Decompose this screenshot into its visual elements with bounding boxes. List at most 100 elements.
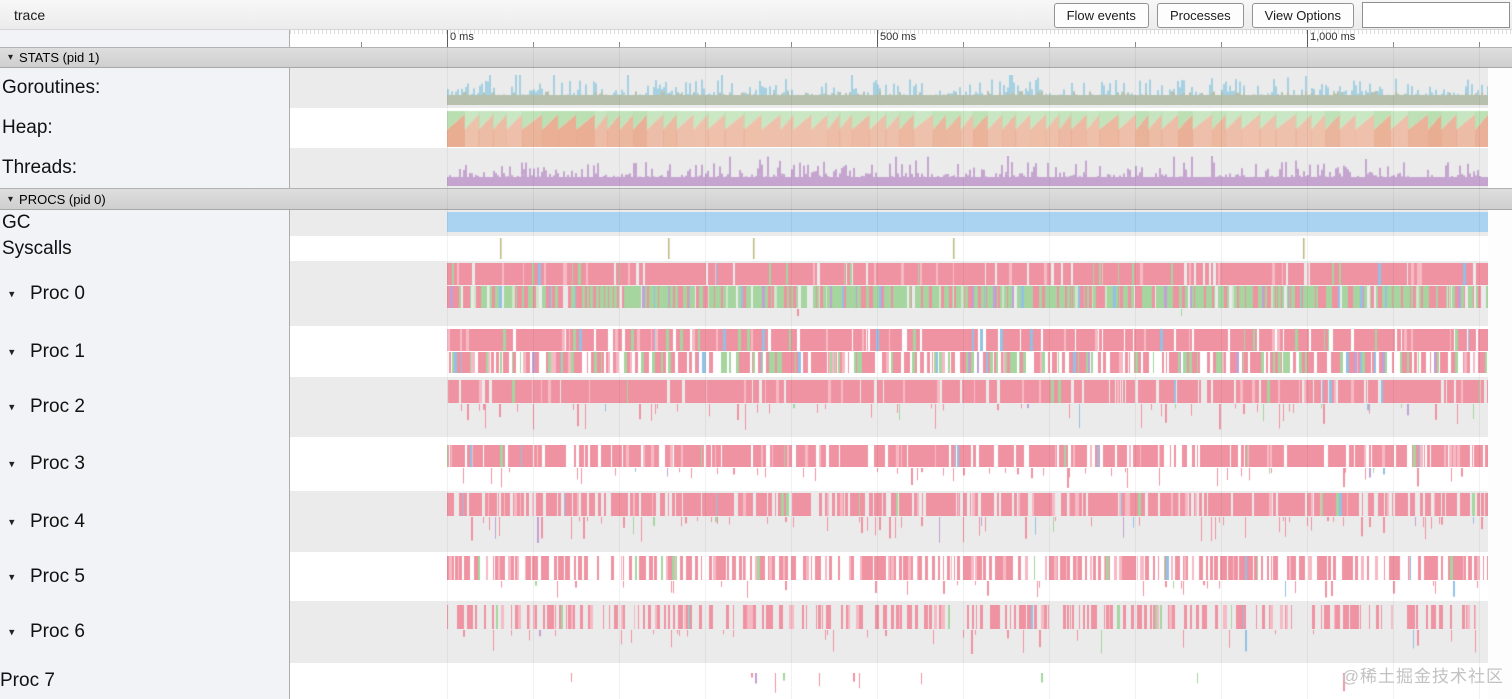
track-canvas-proc-4[interactable] <box>447 517 1488 543</box>
track-label-proc-5: Proc 5 <box>30 565 85 587</box>
track-canvas-proc-2[interactable] <box>447 380 1488 403</box>
track-label-threads: Threads: <box>2 157 77 178</box>
ruler-minor-tick <box>1135 42 1136 47</box>
track-label-panel: ▾ Proc 1 <box>0 326 290 377</box>
right-gutter <box>1488 491 1512 552</box>
right-gutter <box>1488 663 1512 699</box>
track-canvas-proc-1[interactable] <box>447 352 1488 373</box>
track-rows-container: ▾ STATS (pid 1) Goroutines: Heap: Threads: ▾ P… <box>0 47 1512 699</box>
ruler-minor-tick <box>619 42 620 47</box>
right-gutter <box>1488 210 1512 236</box>
track-label-panel: Proc 7 <box>0 663 290 699</box>
track-label-proc-4: Proc 4 <box>30 510 85 532</box>
track-label-panel: Goroutines: <box>0 68 290 108</box>
track-label-panel: ▾ Proc 0 <box>0 261 290 326</box>
flow-events-button[interactable]: Flow events <box>1053 2 1149 28</box>
ruler-minor-tick <box>705 42 706 47</box>
collapse-arrow-icon[interactable]: ▾ <box>9 288 15 300</box>
collapse-arrow-icon[interactable]: ▾ <box>9 458 15 471</box>
ruler-minor-tick <box>1479 42 1480 47</box>
right-gutter <box>1488 437 1512 491</box>
ruler-minor-tick <box>1049 42 1050 47</box>
track-label-proc-0: Proc 0 <box>30 282 85 304</box>
ruler-major-tick <box>877 30 878 47</box>
track-label-panel: ▾ Proc 5 <box>0 552 290 601</box>
track-row-threads: Threads: <box>0 148 1512 188</box>
track-row-proc-6: ▾ Proc 6 <box>0 601 1512 663</box>
track-canvas-proc-3[interactable] <box>447 468 1488 488</box>
track-canvas-heap[interactable] <box>447 110 1488 147</box>
track-canvas-proc-7[interactable] <box>447 673 1488 697</box>
track-label-proc-2: Proc 2 <box>30 396 85 417</box>
track-row-proc-1: ▾ Proc 1 <box>0 326 1512 377</box>
right-gutter <box>1488 68 1512 108</box>
collapse-arrow-icon[interactable]: ▾ <box>9 571 15 583</box>
ruler-microticks <box>290 30 1512 34</box>
track-canvas-proc-6[interactable] <box>447 630 1488 654</box>
collapse-arrow-icon[interactable]: ▾ <box>8 193 14 205</box>
track-label-proc-1: Proc 1 <box>30 340 85 362</box>
track-label-proc-7: Proc 7 <box>0 670 55 691</box>
track-label-proc-6: Proc 6 <box>30 621 85 642</box>
page-title: trace <box>14 6 46 23</box>
track-canvas-proc-5[interactable] <box>447 556 1488 580</box>
track-row-proc-7: Proc 7 <box>0 663 1512 699</box>
track-label-panel: ▾ Proc 3 <box>0 437 290 491</box>
right-gutter <box>1488 148 1512 188</box>
track-row-syscalls: Syscalls <box>0 236 1512 261</box>
track-label-panel: Syscalls <box>0 236 290 261</box>
track-label-syscalls: Syscalls <box>2 237 72 259</box>
track-row-gc: GC <box>0 210 1512 236</box>
track-label-panel: ▾ Proc 6 <box>0 601 290 663</box>
right-gutter <box>1488 108 1512 148</box>
ruler-minor-tick <box>1221 42 1222 47</box>
ruler-minor-tick <box>963 42 964 47</box>
track-canvas-proc-6[interactable] <box>447 605 1488 629</box>
section-header-procs-header[interactable]: ▾ PROCS (pid 0) <box>0 188 1512 210</box>
ruler-minor-tick <box>361 42 362 47</box>
track-canvas-proc-3[interactable] <box>447 445 1488 467</box>
ruler-minor-tick <box>1393 42 1394 47</box>
view-options-button[interactable]: View Options <box>1251 2 1354 28</box>
track-label-panel: Threads: <box>0 148 290 188</box>
track-label-heap: Heap: <box>2 117 53 138</box>
track-canvas-proc-4[interactable] <box>447 493 1488 516</box>
track-canvas-goroutines[interactable] <box>447 75 1488 105</box>
ruler-minor-tick <box>791 42 792 47</box>
track-canvas-proc-5[interactable] <box>447 581 1488 598</box>
right-gutter <box>1488 326 1512 377</box>
track-canvas-gc[interactable] <box>447 212 1488 232</box>
track-canvas-syscalls[interactable] <box>447 238 1488 259</box>
track-canvas-proc-1[interactable] <box>447 329 1488 351</box>
track-row-proc-2: ▾ Proc 2 <box>0 377 1512 437</box>
track-label-proc-3: Proc 3 <box>30 453 85 474</box>
track-canvas-threads[interactable] <box>447 156 1488 186</box>
track-label-panel: ▾ Proc 2 <box>0 377 290 437</box>
collapse-arrow-icon[interactable]: ▾ <box>8 52 14 63</box>
ruler-major-tick <box>447 30 448 47</box>
ruler-tick-label: 1,000 ms <box>1310 31 1356 43</box>
track-row-heap: Heap: <box>0 108 1512 148</box>
section-header-stats-header[interactable]: ▾ STATS (pid 1) <box>0 47 1512 68</box>
search-input[interactable] <box>1362 2 1510 28</box>
track-canvas-proc-0[interactable] <box>447 263 1488 285</box>
track-row-proc-3: ▾ Proc 3 <box>0 437 1512 491</box>
section-header-label: PROCS (pid 0) <box>19 191 106 207</box>
processes-button[interactable]: Processes <box>1156 2 1244 28</box>
track-label-panel: GC <box>0 210 290 236</box>
track-label-panel: Heap: <box>0 108 290 148</box>
track-row-goroutines: Goroutines: <box>0 68 1512 108</box>
track-canvas-proc-0[interactable] <box>447 309 1488 324</box>
collapse-arrow-icon[interactable]: ▾ <box>9 346 15 358</box>
timeline-ruler[interactable]: 0 ms 500 ms 1,000 ms <box>0 30 1512 47</box>
top-toolbar: trace Flow events Processes View Options <box>0 0 1512 30</box>
track-canvas-proc-2[interactable] <box>447 404 1488 430</box>
toolbar-buttons: Flow events Processes View Options <box>1053 0 1512 30</box>
track-row-proc-0: ▾ Proc 0 <box>0 261 1512 326</box>
collapse-arrow-icon[interactable]: ▾ <box>9 626 15 639</box>
ruler-tick-label: 500 ms <box>880 31 917 43</box>
collapse-arrow-icon[interactable]: ▾ <box>9 516 15 528</box>
collapse-arrow-icon[interactable]: ▾ <box>9 401 15 414</box>
track-canvas-proc-0[interactable] <box>447 286 1488 308</box>
